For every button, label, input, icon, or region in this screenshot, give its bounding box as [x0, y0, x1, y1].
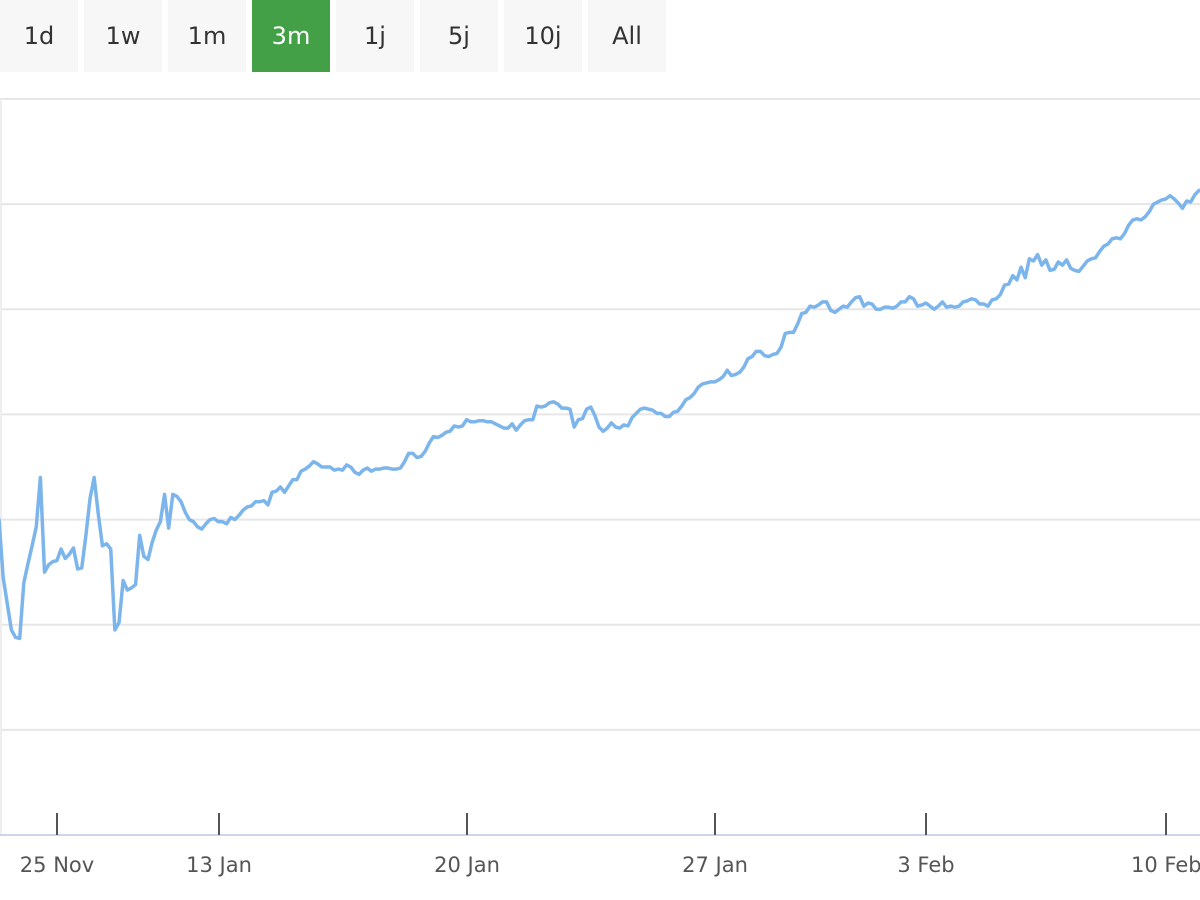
x-tick-label: 3 Feb [897, 853, 954, 877]
range-button-3m[interactable]: 3m [252, 0, 330, 72]
range-button-1m[interactable]: 1m [168, 0, 246, 72]
range-button-1w[interactable]: 1w [84, 0, 162, 72]
range-button-5j[interactable]: 5j [420, 0, 498, 72]
x-axis: 25 Nov 13 Jan 20 Jan 27 Jan 3 Feb 10 Feb [0, 813, 1200, 877]
range-button-1j[interactable]: 1j [336, 0, 414, 72]
range-selector: 1d 1w 1m 3m 1j 5j 10j All [0, 0, 1200, 72]
chart-area: 25 Nov 13 Jan 20 Jan 27 Jan 3 Feb 10 Feb [0, 72, 1200, 900]
x-tick-label: 20 Jan [434, 853, 500, 877]
x-tick-label: 25 Nov [20, 853, 94, 877]
x-tick-label: 10 Feb [1131, 853, 1200, 877]
range-button-all[interactable]: All [588, 0, 666, 72]
line-chart: 25 Nov 13 Jan 20 Jan 27 Jan 3 Feb 10 Feb [0, 98, 1200, 877]
x-tick-label: 27 Jan [682, 853, 748, 877]
range-button-10j[interactable]: 10j [504, 0, 582, 72]
series-layer [0, 188, 1200, 641]
x-tick-label: 13 Jan [186, 853, 252, 877]
series-line[interactable] [0, 188, 1200, 641]
grid [0, 98, 1200, 835]
range-button-1d[interactable]: 1d [0, 0, 78, 72]
